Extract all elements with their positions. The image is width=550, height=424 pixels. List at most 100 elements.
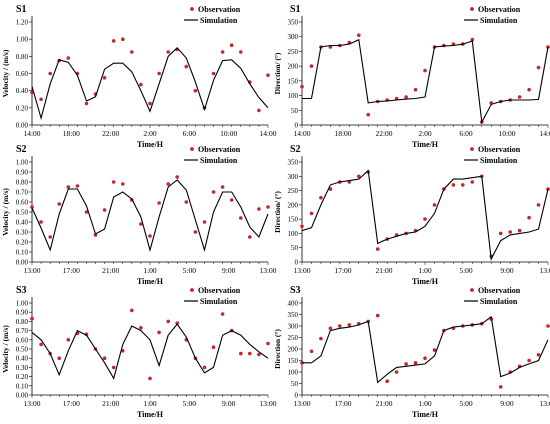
y-tick-label: 1.00 <box>16 159 29 167</box>
observation-point <box>111 365 116 370</box>
y-tick-label: 0.10 <box>16 249 29 257</box>
y-tick-label: 0.10 <box>16 382 29 390</box>
y-tick-label: 0.50 <box>16 346 29 354</box>
observation-point <box>328 326 333 331</box>
y-tick-label: 100 <box>288 369 299 377</box>
observation-point <box>84 210 89 214</box>
observation-point <box>239 351 243 356</box>
observation-point <box>148 234 152 238</box>
x-tick-label: 17:00 <box>63 266 80 275</box>
y-tick-label: 150 <box>288 357 299 365</box>
y-tick-label: 0.70 <box>16 189 29 197</box>
observation-point <box>498 231 503 236</box>
y-tick-label: 1.00 <box>16 300 29 308</box>
simulation-line <box>302 315 549 384</box>
observation-point <box>394 370 399 374</box>
observation-point <box>257 108 261 113</box>
chart-panel-2: 0 50 100 150 200 250 300 350 14:00 18:00 22:00 2:00… <box>273 4 550 149</box>
y-tick-label: 0.30 <box>16 364 29 372</box>
x-tick-label: 1:00 <box>418 266 432 275</box>
y-axis-title: Velocity / (m/s) <box>1 49 10 97</box>
x-axis-title: Time/H <box>137 277 164 286</box>
observation-point <box>39 220 43 224</box>
y-tick-label: 350 <box>288 19 299 27</box>
y-tick-label: 0.00 <box>16 122 29 130</box>
x-tick-label: 17:00 <box>63 399 80 408</box>
observation-point <box>432 348 437 352</box>
x-tick-label: 10:00 <box>220 129 237 138</box>
observation-point <box>517 95 522 99</box>
observation-point <box>111 39 116 43</box>
y-tick-label: 350 <box>288 159 299 167</box>
observation-point <box>366 112 371 117</box>
legend-observation-marker <box>470 288 474 292</box>
observation-point <box>508 230 512 234</box>
observation-point <box>166 50 170 54</box>
x-tick-label: 5:00 <box>459 399 473 408</box>
legend-observation-marker <box>190 147 194 151</box>
y-tick-label: 0.60 <box>16 199 29 207</box>
panel-label: S1 <box>290 4 301 15</box>
y-tick-label: 250 <box>288 187 299 195</box>
y-tick-label: 0.60 <box>16 336 29 344</box>
observation-point <box>257 207 261 211</box>
y-axis-title: Direction/ (°) <box>273 52 282 94</box>
y-tick-label: 150 <box>288 77 299 85</box>
panel-label: S2 <box>16 144 27 155</box>
x-tick-label: 13:00 <box>259 266 276 275</box>
observation-point <box>121 349 125 353</box>
observation-point <box>229 198 234 202</box>
observation-point <box>102 356 107 361</box>
observation-point <box>121 37 125 41</box>
x-tick-label: 1:00 <box>418 399 432 408</box>
observation-point <box>211 71 216 76</box>
observation-point <box>48 235 52 239</box>
x-tick-label: 17:00 <box>334 266 351 275</box>
legend-observation-label: Observation <box>478 145 521 154</box>
y-tick-label: 0.90 <box>16 169 29 177</box>
observation-point <box>202 365 207 370</box>
y-tick-label: 400 <box>288 300 299 308</box>
x-tick-label: 5:00 <box>183 399 197 408</box>
observation-point <box>338 324 342 328</box>
legend-simulation-label: Simulation <box>200 156 238 165</box>
x-tick-label: 1:00 <box>143 399 157 408</box>
legend-simulation-label: Simulation <box>480 16 518 25</box>
observation-point <box>451 183 456 187</box>
x-tick-label: 14:00 <box>539 129 550 138</box>
x-tick-label: 9:00 <box>500 266 514 275</box>
x-axis-title: Time/H <box>137 410 164 419</box>
observation-point <box>48 71 52 76</box>
x-tick-label: 22:00 <box>375 129 392 138</box>
x-tick-label: 21:00 <box>375 266 392 275</box>
y-tick-label: 200 <box>288 63 299 71</box>
legend-observation-marker <box>470 7 474 11</box>
observation-point <box>385 379 390 384</box>
observation-point <box>239 216 243 220</box>
y-tick-label: 300 <box>288 173 299 181</box>
observation-point <box>357 174 361 179</box>
observation-point <box>229 43 234 47</box>
observation-point <box>423 68 427 73</box>
y-axis-title: Direction/ (°) <box>273 191 282 233</box>
x-tick-label: 22:00 <box>102 129 119 138</box>
observation-point <box>193 88 198 93</box>
observation-point <box>517 228 522 233</box>
x-tick-label: 6:00 <box>183 129 197 138</box>
x-tick-label: 21:00 <box>375 399 392 408</box>
y-tick-label: 100 <box>288 92 299 100</box>
observation-point <box>536 353 541 357</box>
x-tick-label: 13:00 <box>539 399 550 408</box>
observation-point <box>375 313 380 318</box>
x-tick-label: 2:00 <box>418 129 432 138</box>
observation-point <box>536 65 541 70</box>
x-axis-title: Time/H <box>412 277 439 286</box>
x-axis-title: Time/H <box>412 140 439 149</box>
x-tick-label: 14:00 <box>259 129 276 138</box>
x-tick-label: 13:00 <box>293 266 310 275</box>
y-axis-title: Direction (°) <box>273 329 282 369</box>
observation-point <box>413 87 418 92</box>
x-tick-label: 13:00 <box>539 266 550 275</box>
x-tick-label: 6:00 <box>459 129 473 138</box>
observation-point <box>139 326 143 330</box>
